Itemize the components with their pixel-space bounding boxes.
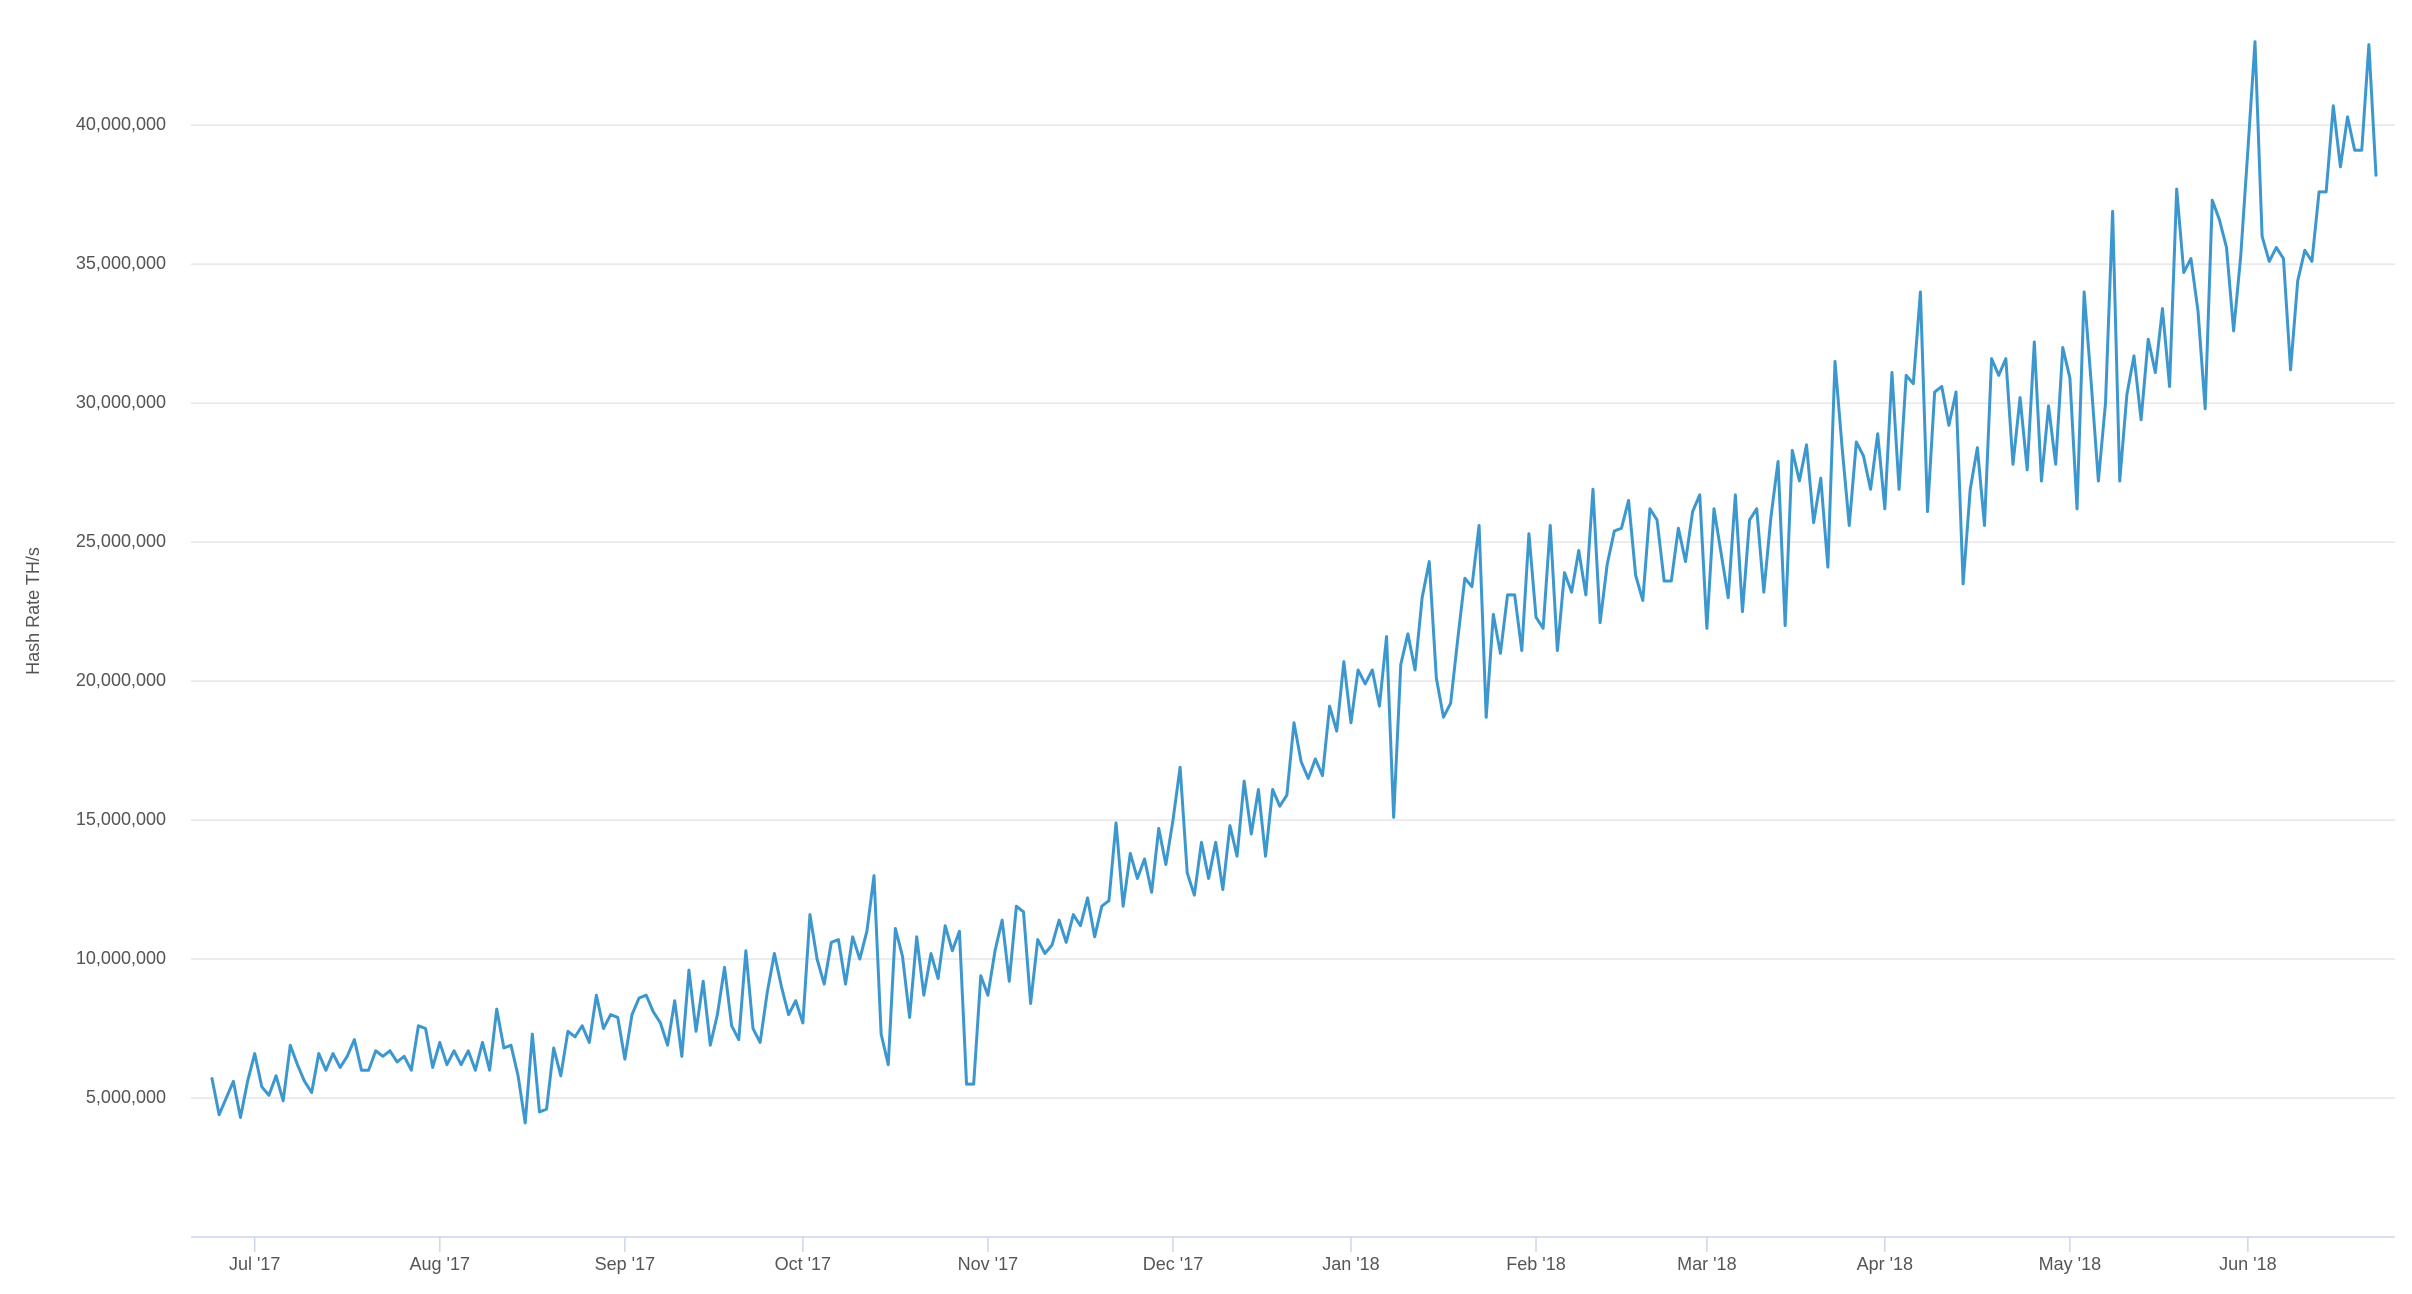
x-tick-label: Nov '17 <box>958 1254 1018 1274</box>
x-tick-label: Oct '17 <box>775 1254 831 1274</box>
x-tick-label: Apr '18 <box>1857 1254 1913 1274</box>
y-tick-label: 10,000,000 <box>76 948 166 968</box>
x-tick-label: Mar '18 <box>1677 1254 1736 1274</box>
y-axis-title: Hash Rate TH/s <box>23 547 43 675</box>
y-tick-label: 20,000,000 <box>76 670 166 690</box>
x-tick-label: Jan '18 <box>1322 1254 1379 1274</box>
x-tick-label: Jun '18 <box>2219 1254 2276 1274</box>
y-tick-label: 35,000,000 <box>76 253 166 273</box>
x-tick-label: Jul '17 <box>229 1254 280 1274</box>
y-tick-label: 15,000,000 <box>76 809 166 829</box>
y-tick-label: 30,000,000 <box>76 392 166 412</box>
x-tick-label: Feb '18 <box>1506 1254 1565 1274</box>
x-tick-label: Sep '17 <box>595 1254 656 1274</box>
x-tick-label: May '18 <box>2039 1254 2101 1274</box>
y-tick-label: 5,000,000 <box>86 1087 166 1107</box>
x-tick-label: Dec '17 <box>1143 1254 1203 1274</box>
y-tick-label: 40,000,000 <box>76 114 166 134</box>
x-tick-label: Aug '17 <box>410 1254 471 1274</box>
y-tick-label: 25,000,000 <box>76 531 166 551</box>
data-line <box>210 40 2378 1125</box>
